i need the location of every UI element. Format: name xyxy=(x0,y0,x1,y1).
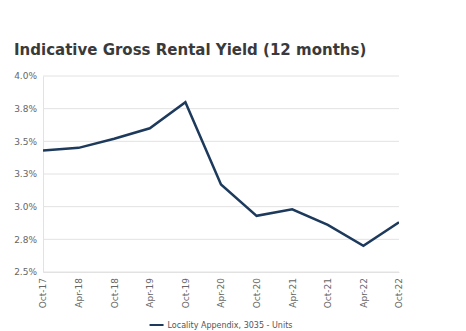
y-tick: 2.8% xyxy=(14,235,43,245)
x-tick-label: Oct-18 xyxy=(110,278,120,309)
x-tick-label: Oct-22 xyxy=(394,278,404,308)
chart: Indicative Gross Rental Yield (12 months… xyxy=(0,0,466,331)
legend-swatch xyxy=(150,324,164,326)
legend-item: Locality Appendix, 3035 - Units xyxy=(150,321,293,330)
y-axis-line xyxy=(43,77,44,273)
x-tick-label: Apr-20 xyxy=(216,278,226,308)
x-tick-label: Apr-18 xyxy=(74,278,84,308)
x-axis-line xyxy=(44,272,400,273)
y-axis: 2.5% 2.8% 3.0% 3.3% 3.5% 3.8% 4.0% xyxy=(14,71,43,277)
x-tick-label: Apr-19 xyxy=(145,278,155,308)
x-tick-label: Apr-21 xyxy=(288,278,298,308)
grid-line xyxy=(43,141,399,142)
x-tick: Oct-19 xyxy=(181,272,191,308)
line xyxy=(43,102,399,246)
legend: Locality Appendix, 3035 - Units xyxy=(150,321,293,330)
x-tick-label: Oct-17 xyxy=(38,278,48,308)
x-tick: Apr-19 xyxy=(145,272,155,308)
legend-label: Locality Appendix, 3035 - Units xyxy=(168,321,293,330)
x-tick: Oct-22 xyxy=(394,272,404,308)
grid-line xyxy=(43,239,399,240)
x-tick-label: Oct-21 xyxy=(323,278,333,308)
x-tick: Apr-22 xyxy=(359,272,369,308)
x-tick: Apr-21 xyxy=(288,272,298,308)
y-tick: 2.5% xyxy=(14,267,43,277)
x-axis: Oct-17 Apr-18 Oct-18 Apr-19 Oct-19 Apr-20 Oct-… xyxy=(38,272,404,308)
x-tick-label: Oct-19 xyxy=(181,278,191,309)
x-tick: Apr-20 xyxy=(216,272,226,308)
x-tick: Oct-21 xyxy=(323,272,333,308)
y-tick-label: 2.8% xyxy=(14,235,37,245)
grid-line xyxy=(43,272,399,273)
y-tick-label: 3.0% xyxy=(14,202,37,212)
title: Indicative Gross Rental Yield (12 months… xyxy=(14,41,366,59)
y-tick: 4.0% xyxy=(14,71,43,81)
x-tick: Oct-18 xyxy=(110,272,120,308)
y-tick-label: 3.5% xyxy=(14,137,37,147)
y-tick: 3.0% xyxy=(14,202,43,212)
y-tick-label: 3.3% xyxy=(14,169,37,179)
x-tick: Oct-17 xyxy=(38,272,48,308)
y-tick-label: 2.5% xyxy=(14,267,37,277)
y-tick: 3.8% xyxy=(14,104,43,114)
y-tick: 3.5% xyxy=(14,137,43,147)
y-tick: 3.3% xyxy=(14,169,43,179)
grid xyxy=(43,76,399,272)
y-tick-label: 4.0% xyxy=(14,71,37,81)
x-tick-label: Oct-20 xyxy=(252,278,262,309)
x-tick: Apr-18 xyxy=(74,272,84,308)
grid-line xyxy=(43,108,399,109)
grid-line xyxy=(43,76,399,77)
grid-line xyxy=(43,174,399,175)
x-tick: Oct-20 xyxy=(252,272,262,308)
y-tick-label: 3.8% xyxy=(14,104,37,114)
grid-line xyxy=(43,206,399,207)
x-tick-label: Apr-22 xyxy=(359,278,369,308)
plot-area xyxy=(43,102,399,246)
